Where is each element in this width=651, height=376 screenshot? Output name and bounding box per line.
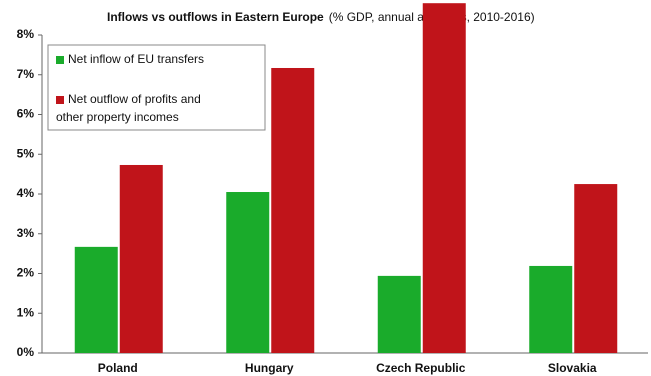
bar [226,192,270,353]
legend-label: Net inflow of EU transfers [68,52,204,66]
y-tick-label: 0% [17,345,35,359]
bar [529,265,573,353]
y-tick-label: 7% [17,67,35,81]
y-tick-label: 6% [17,107,35,121]
bar [119,164,163,353]
x-tick-label: Slovakia [548,361,597,375]
y-tick-label: 3% [17,226,35,240]
y-tick-label: 5% [17,146,35,160]
legend-swatch [56,56,64,64]
legend-swatch [56,96,64,104]
legend-label-line: other property incomes [56,110,179,124]
bar [574,184,618,353]
bar [271,67,315,354]
chart-title: Inflows vs outflows in Eastern Europe (% … [107,10,535,24]
x-tick-label: Poland [98,361,138,375]
x-tick-label: Czech Republic [376,361,466,375]
bar [422,3,466,353]
y-tick-label: 4% [17,186,35,200]
y-tick-label: 1% [17,305,35,319]
x-tick-label: Hungary [245,361,294,375]
legend-box [47,44,266,131]
y-tick-label: 2% [17,266,35,280]
bar [377,275,421,353]
y-tick-label: 8% [17,27,35,41]
legend-label: Net outflow of profits and other property… [56,92,201,124]
legend-label-line: Net outflow of profits and [68,92,201,106]
title: Inflows vs outflows in Eastern Europe [107,10,324,24]
legend-label-line: Net inflow of EU transfers [68,52,204,66]
bar [74,246,118,353]
